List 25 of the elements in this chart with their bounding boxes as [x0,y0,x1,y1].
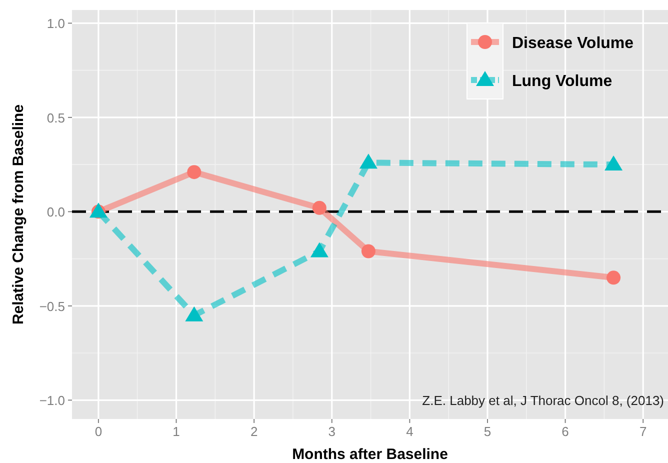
point [312,200,326,215]
x-tick-label: 0 [94,424,102,439]
point [359,154,378,169]
y-tick-label: 0.5 [46,110,65,126]
x-tick-label: 7 [639,424,647,439]
x-tick-label: 5 [484,424,492,439]
x-axis-title: Months after Baseline [292,446,448,463]
point [187,165,202,180]
legend-label: Lung Volume [512,73,612,90]
point [361,244,376,258]
point [604,156,623,171]
x-tick-label: 6 [562,424,569,439]
legend-label: Disease Volume [512,35,634,52]
point [606,270,621,285]
annotation: Z.E. Labby et al, J Thorac Oncol 8, (2013) [422,393,664,408]
y-tick-label: 1.0 [46,16,65,32]
x-tick-label: 3 [328,424,336,439]
y-tick-label: −1.0 [39,393,65,408]
y-axis-title: Relative Change from Baseline [10,104,27,325]
y-tick-label: −0.5 [39,298,65,314]
x-tick-label: 4 [406,424,414,439]
x-tick-label: 2 [250,424,258,439]
y-tick-label: 0.0 [46,204,65,220]
point [310,242,328,258]
x-tick-label: 1 [172,424,180,439]
